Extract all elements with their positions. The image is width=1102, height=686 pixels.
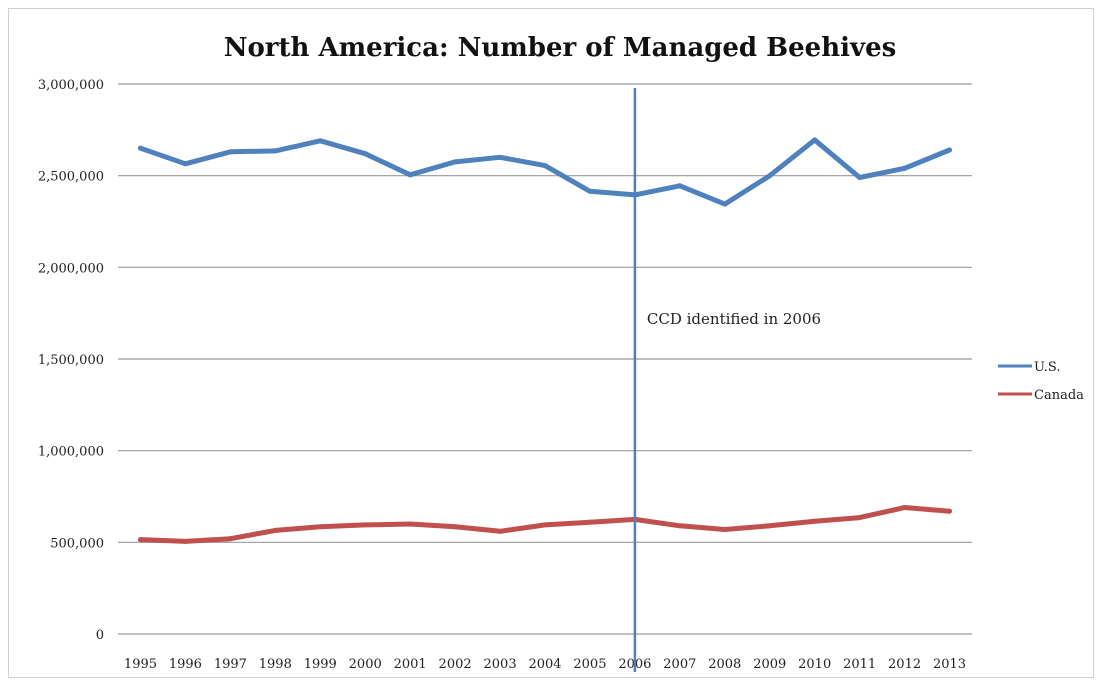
- data-point: [722, 527, 728, 532]
- data-point: [317, 524, 323, 530]
- data-point: [947, 508, 953, 514]
- x-tick-label: 1998: [259, 657, 292, 672]
- y-tick-label: 2,500,000: [38, 170, 104, 185]
- data-point: [857, 175, 863, 180]
- y-tick-label: 3,000,000: [38, 78, 104, 93]
- y-tick-label: 0: [96, 628, 104, 643]
- x-tick-label: 2007: [663, 657, 696, 672]
- data-point: [722, 201, 728, 207]
- x-tick-label: 1995: [124, 657, 157, 672]
- chart-title: North America: Number of Managed Beehive…: [224, 33, 897, 63]
- x-tick-label: 2011: [843, 657, 876, 672]
- x-tick-label: 2002: [439, 657, 472, 672]
- annotation-label: CCD identified in 2006: [647, 310, 821, 328]
- y-tick-label: 1,500,000: [38, 353, 104, 368]
- data-point: [497, 154, 503, 160]
- data-point: [587, 188, 593, 194]
- data-point: [587, 519, 593, 525]
- x-tick-label: 2004: [528, 657, 561, 672]
- data-point: [947, 147, 953, 153]
- x-axis-ticks: 1995 1996 1997 1998 1999 2000 2001 2002 2003 2004…: [124, 657, 966, 672]
- y-tick-label: 2,000,000: [38, 261, 104, 276]
- x-tick-label: 2005: [573, 657, 606, 672]
- data-point: [677, 183, 683, 189]
- data-point: [902, 505, 908, 510]
- x-tick-label: 2003: [484, 657, 517, 672]
- y-tick-label: 1,000,000: [38, 445, 104, 460]
- data-point: [317, 138, 323, 144]
- data-point: [227, 536, 233, 542]
- series-line-u-s: [138, 137, 952, 207]
- x-tick-label: 1996: [169, 657, 202, 672]
- data-point: [182, 161, 188, 167]
- data-point: [452, 524, 458, 530]
- data-point: [272, 148, 278, 154]
- data-point: [137, 145, 143, 151]
- x-tick-label: 2008: [708, 657, 741, 672]
- x-tick-label: 2013: [933, 657, 966, 672]
- data-point: [182, 538, 188, 544]
- chart-frame: [8, 8, 1094, 678]
- data-point: [812, 518, 818, 524]
- data-point: [857, 515, 863, 521]
- x-tick-label: 1999: [304, 657, 337, 672]
- data-point: [677, 523, 683, 529]
- y-tick-label: 500,000: [50, 536, 104, 551]
- legend-label: U.S.: [1034, 360, 1060, 375]
- x-tick-label: 2009: [753, 657, 786, 672]
- legend-label: Canada: [1034, 388, 1084, 403]
- x-tick-label: 1997: [214, 657, 247, 672]
- data-point: [497, 528, 503, 534]
- data-point: [767, 523, 773, 529]
- data-point: [542, 522, 548, 528]
- data-point: [137, 537, 143, 543]
- legend: U.S. Canada: [998, 360, 1084, 403]
- data-point: [812, 137, 818, 143]
- annotation-layer: CCD identified in 2006: [633, 88, 821, 672]
- data-point: [362, 151, 368, 157]
- x-tick-label: 2001: [394, 657, 427, 672]
- data-point: [407, 521, 413, 527]
- data-point: [407, 172, 413, 178]
- data-point: [227, 149, 233, 155]
- x-tick-label: 2000: [349, 657, 382, 672]
- x-tick-label: 2010: [798, 657, 831, 672]
- series-layer: [137, 137, 953, 544]
- data-point: [542, 163, 548, 169]
- data-point: [362, 522, 368, 528]
- x-tick-label: 2012: [888, 657, 921, 672]
- data-point: [767, 173, 773, 179]
- data-point: [272, 527, 278, 533]
- gridlines: [118, 83, 972, 635]
- data-point: [452, 159, 458, 165]
- data-point: [902, 165, 908, 171]
- y-axis-ticks: 0 500,000 1,000,000 1,500,000 2,000,000 2,500…: [38, 78, 104, 643]
